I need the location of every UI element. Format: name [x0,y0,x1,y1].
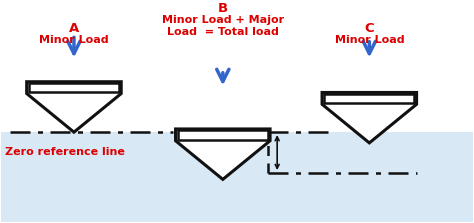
Bar [178,130,268,140]
Text: A: A [69,21,79,35]
Bar [0,132,474,222]
Polygon shape [322,93,417,143]
Bar [324,93,414,103]
Text: C: C [365,21,374,35]
Bar [29,83,119,93]
Text: Minor Load: Minor Load [39,35,109,45]
Text: Zero reference line: Zero reference line [5,147,125,157]
Text: B: B [218,2,228,15]
Polygon shape [27,82,121,132]
Polygon shape [175,129,270,179]
Text: Minor Load + Major
Load  = Total load: Minor Load + Major Load = Total load [162,15,284,37]
Text: Minor Load: Minor Load [335,35,404,45]
